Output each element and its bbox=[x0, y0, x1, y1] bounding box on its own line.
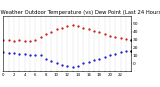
Title: Milwaukee Weather Outdoor Temperature (vs) Dew Point (Last 24 Hours): Milwaukee Weather Outdoor Temperature (v… bbox=[0, 10, 160, 15]
